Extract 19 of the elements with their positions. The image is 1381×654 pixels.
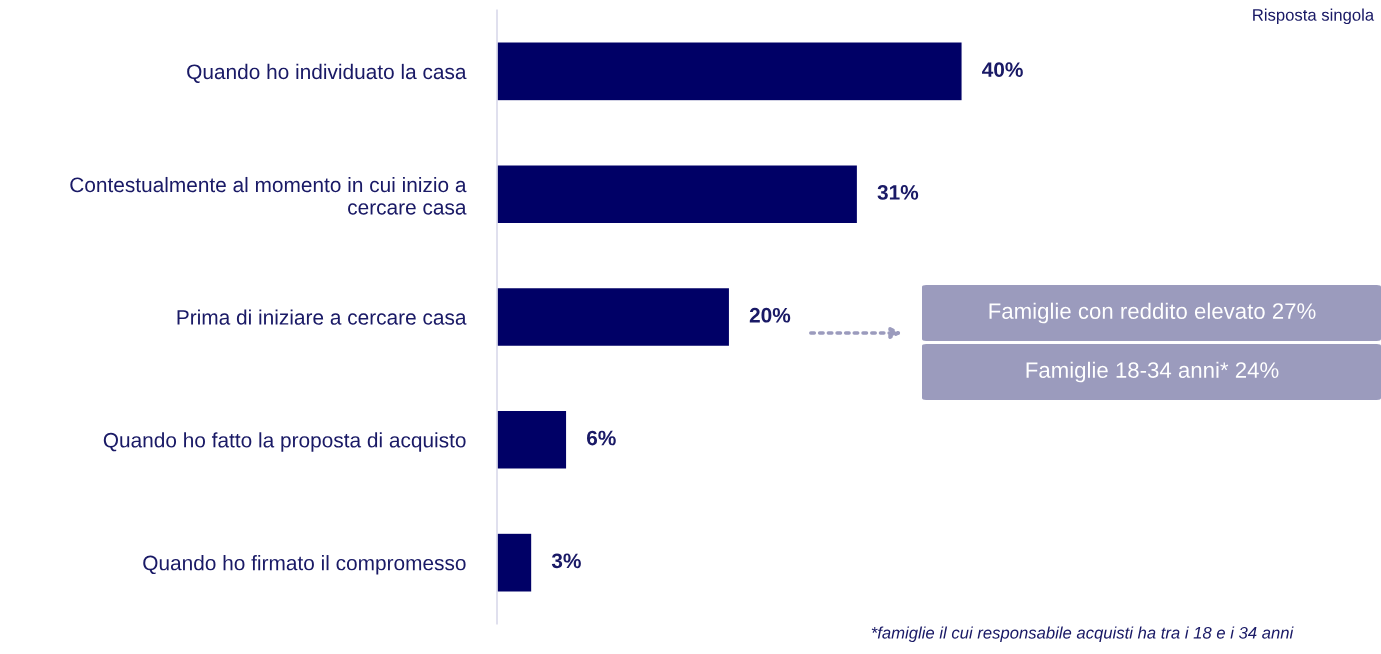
bar (497, 286, 731, 348)
bar (497, 164, 859, 225)
text: *famiglie il cui responsabile acquisti ha tra i 18 e i 34 anni (871, 626, 1294, 642)
bar (497, 409, 568, 470)
data-label: 20% (749, 307, 791, 323)
data-label: 40% (982, 62, 1023, 77)
data-label: 3% (551, 553, 581, 569)
bar (497, 532, 533, 593)
y-tick-label: Quando ho fatto la proposta di acquisto (103, 432, 466, 452)
data-label: 6% (587, 430, 616, 446)
text: Risposta singola (1253, 8, 1375, 25)
text: Famiglie con reddito elevato 27% (989, 302, 1316, 324)
y-tick-label: Quando ho individuato la casa (187, 63, 467, 83)
text: Famiglie 18-34 anni* 24% (1026, 361, 1279, 383)
y-tick-label: Prima di iniziare a cercare casa (177, 309, 467, 325)
y-tick-label: Quando ho firmato il compromesso (143, 555, 466, 575)
data-label: 31% (877, 185, 919, 200)
y-tick-label: Contestualmente al momento in cui inizio a cercare casa (70, 176, 467, 215)
bar (497, 41, 963, 102)
